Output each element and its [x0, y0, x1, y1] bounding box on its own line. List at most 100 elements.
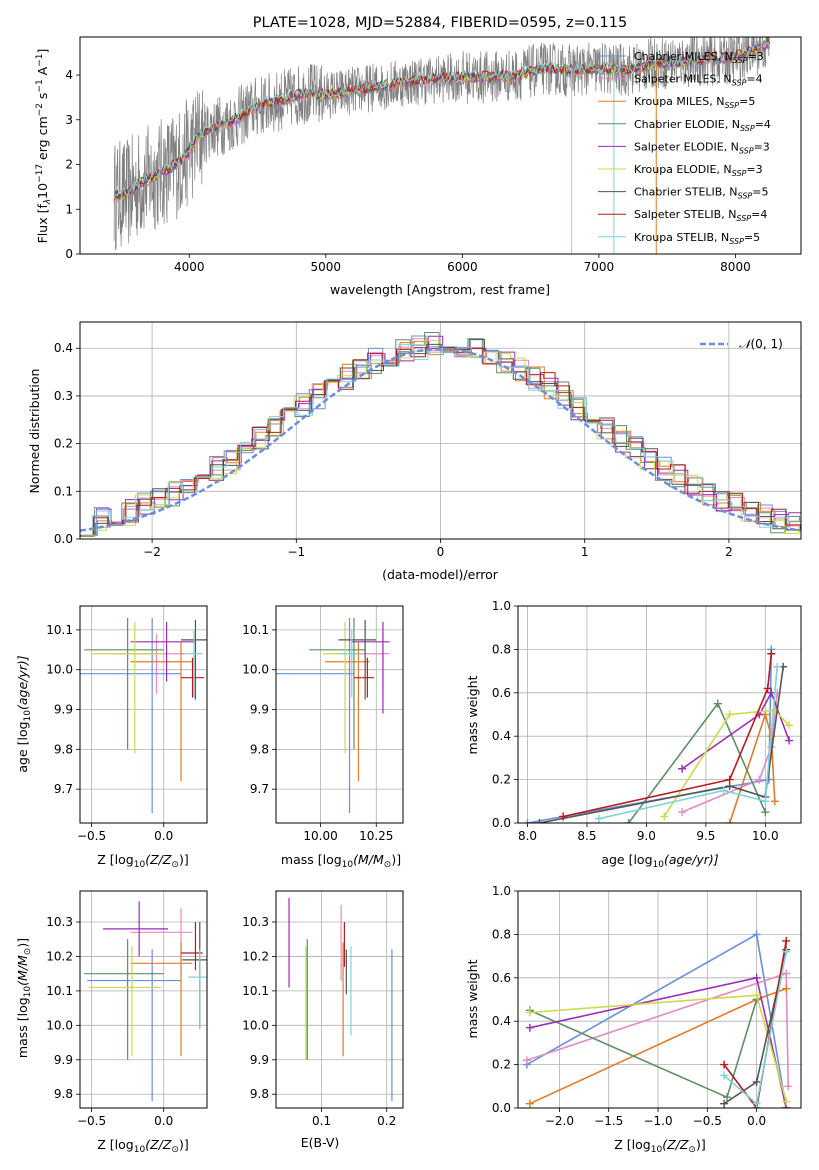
legend-label: Kroupa MILES, NSSP=5 — [634, 95, 755, 110]
weight-line — [723, 949, 787, 1105]
weight-marker — [719, 786, 728, 795]
weight-marker — [784, 1082, 793, 1091]
y-tick-label: 0.4 — [492, 729, 511, 743]
y-tick-label: 10.0 — [242, 1018, 269, 1032]
x-tick-label: 6000 — [447, 260, 478, 274]
y-tick-label: 0.0 — [492, 1101, 511, 1115]
y-tick-label: 10.3 — [46, 915, 73, 929]
y-tick-label: 0.0 — [492, 816, 511, 830]
y-tick-label: 0.3 — [54, 389, 73, 403]
y-tick-label: 10.2 — [46, 949, 73, 963]
axes-frame — [79, 890, 208, 1109]
y-tick-label: 10.1 — [242, 623, 269, 637]
weight-metal-y-label: mass weight — [465, 959, 480, 1038]
legend-label: Salpeter ELODIE, NSSP=3 — [634, 140, 770, 155]
weight-marker — [785, 736, 794, 745]
mass-metal-x-label: Z [log10(Z/Z⊙)] — [97, 1137, 188, 1155]
x-tick-label: 9.5 — [696, 829, 715, 843]
y-tick-label: 0.8 — [492, 927, 511, 941]
x-tick-label: 10.0 — [752, 829, 779, 843]
histogram-step — [80, 340, 801, 537]
weight-marker — [720, 1071, 729, 1080]
histogram-y-label: Normed distribution — [27, 369, 42, 494]
weight-marker — [624, 819, 633, 823]
y-tick-label: 1.0 — [492, 599, 511, 613]
plot-area — [523, 645, 794, 823]
x-tick-label: −1.5 — [594, 1114, 623, 1128]
age-y-label: age [log10(age/yr)] — [15, 655, 33, 772]
y-tick-label: 10.0 — [46, 663, 73, 677]
weight-marker — [720, 1099, 729, 1108]
y-tick-label: 0.6 — [492, 686, 511, 700]
weight-marker — [678, 808, 687, 817]
histogram-step — [80, 332, 801, 537]
y-tick-label: 0.8 — [492, 642, 511, 656]
weight-marker — [785, 721, 794, 730]
weight-marker — [752, 930, 761, 939]
weight-marker — [525, 1008, 534, 1017]
residual-histogram-panel: −2 −1 0 1 2 0.0 0.1 0.2 0.3 0.4 — [54, 321, 802, 559]
x-tick-label: 5000 — [311, 260, 342, 274]
y-tick-label: 9.8 — [250, 1087, 269, 1101]
x-tick-label: 0.0 — [747, 1114, 766, 1128]
x-tick-label: 9.0 — [637, 829, 656, 843]
y-tick-label: 10.2 — [242, 949, 269, 963]
weight-marker — [720, 1060, 729, 1069]
mass-vs-extinction-panel: 0.1 0.2 9.8 9.9 10.0 10.1 10.2 10.3 — [242, 890, 404, 1128]
spectrum-legend: Chabrier MILES, NSSP=3 Salpeter MILES, NS… — [598, 50, 771, 246]
y-tick-label: 0.6 — [492, 971, 511, 985]
weight-marker — [525, 1099, 534, 1108]
x-tick-label: −2 — [143, 545, 161, 559]
mass-vs-metallicity-panel: −0.5 0.0 9.8 9.9 10.0 10.1 10.2 10.3 — [46, 890, 208, 1128]
y-tick-label: 0.4 — [492, 1014, 511, 1028]
y-tick-label: 0.1 — [54, 484, 73, 498]
plot-area — [522, 930, 793, 1108]
plot-area — [288, 897, 393, 1102]
legend-label: Chabrier MILES, NSSP=3 — [634, 50, 764, 65]
axes-frame — [275, 890, 404, 1109]
weight-marker — [767, 688, 776, 697]
legend-label: Salpeter MILES, NSSP=4 — [634, 73, 763, 88]
histogram-x-label: (data-model)/error — [382, 567, 499, 582]
plot-area — [80, 617, 207, 814]
x-tick-label: 0.1 — [312, 1114, 331, 1128]
weight-marker — [763, 684, 772, 693]
weight-marker — [723, 1093, 732, 1102]
normal-reference-curve — [80, 347, 801, 532]
weight-marker — [523, 819, 532, 823]
y-tick-label: 10.3 — [242, 915, 269, 929]
weight-marker — [782, 947, 791, 956]
y-tick-label: 9.8 — [250, 742, 269, 756]
y-tick-label: 1 — [65, 202, 73, 216]
weight-line — [598, 666, 778, 820]
weight-marker — [752, 991, 761, 1000]
x-tick-label: 10.25 — [359, 829, 393, 843]
y-tick-label: 10.1 — [242, 984, 269, 998]
y-tick-label: 9.9 — [250, 1053, 269, 1067]
weight-line — [563, 653, 773, 818]
weight-marker — [752, 973, 761, 982]
x-tick-label: −1.0 — [643, 1114, 672, 1128]
histogram-step — [82, 340, 801, 536]
normal-legend-label: 𝒩(0, 1) — [739, 337, 783, 351]
spectrum-panel: 4000 5000 6000 7000 8000 0 1 2 3 4 — [65, 36, 802, 274]
x-tick-label: −0.5 — [77, 829, 106, 843]
plot-area — [276, 617, 390, 814]
y-tick-label: 9.7 — [54, 782, 73, 796]
y-tick-label: 10.0 — [46, 1018, 73, 1032]
weight-marker — [752, 1077, 761, 1086]
y-tick-label: 1.0 — [492, 884, 511, 898]
y-tick-label: 0.2 — [492, 1058, 511, 1072]
x-tick-label: −0.5 — [693, 1114, 722, 1128]
x-tick-label: 1 — [581, 545, 589, 559]
x-tick-label: 0.0 — [154, 1114, 173, 1128]
axes-frame — [275, 605, 404, 824]
weight-marker — [725, 819, 734, 823]
x-tick-label: 8.0 — [518, 829, 537, 843]
histogram-step — [81, 338, 801, 537]
weight-marker — [594, 814, 603, 823]
y-tick-label: 9.9 — [54, 1053, 73, 1067]
weight-age-y-label: mass weight — [465, 675, 480, 754]
y-tick-label: 0.2 — [54, 437, 73, 451]
legend-label: Kroupa ELODIE, NSSP=3 — [634, 163, 763, 178]
